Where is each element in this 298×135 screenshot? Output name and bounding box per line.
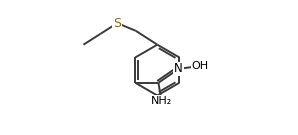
Text: NH₂: NH₂ [151, 96, 172, 106]
Text: N: N [174, 63, 183, 75]
Text: S: S [113, 17, 121, 30]
Text: OH: OH [191, 61, 209, 71]
